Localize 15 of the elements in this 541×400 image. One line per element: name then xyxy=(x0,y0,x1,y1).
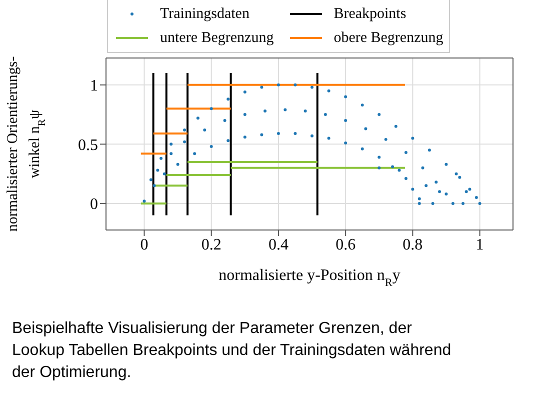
legend-label: untere Begrenzung xyxy=(160,30,274,46)
y-tick-label: 0.5 xyxy=(78,136,98,154)
legend-label: Breakpoints xyxy=(334,6,406,22)
x-axis-title: normalisierte y-Position n$_{R}$y xyxy=(218,267,400,289)
y-tick-label: 1 xyxy=(90,78,98,95)
y-tick-label: 0 xyxy=(90,196,98,214)
legend-label: Trainingsdaten xyxy=(160,6,250,22)
text: Beispielhafte Visualisierung der Parameter Grenzen, der Lookup Tabellen Breakpoints und der Trainingsdaten während der Optimierung. xyxy=(12,319,452,383)
x-tick-label: 1 xyxy=(476,236,484,254)
x-tick-label: 0.4 xyxy=(268,236,288,254)
legend-label: obere Begrenzung xyxy=(334,30,444,46)
x-tick-label: 0 xyxy=(140,236,148,254)
x-tick-label: 0.6 xyxy=(336,236,356,254)
x-tick-label: 0.8 xyxy=(402,236,423,254)
x-tick-label: 0.2 xyxy=(201,236,222,254)
